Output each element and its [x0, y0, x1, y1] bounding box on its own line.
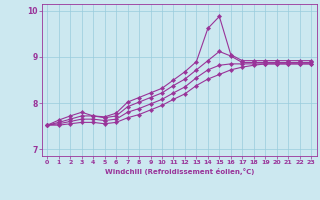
- X-axis label: Windchill (Refroidissement éolien,°C): Windchill (Refroidissement éolien,°C): [105, 168, 254, 175]
